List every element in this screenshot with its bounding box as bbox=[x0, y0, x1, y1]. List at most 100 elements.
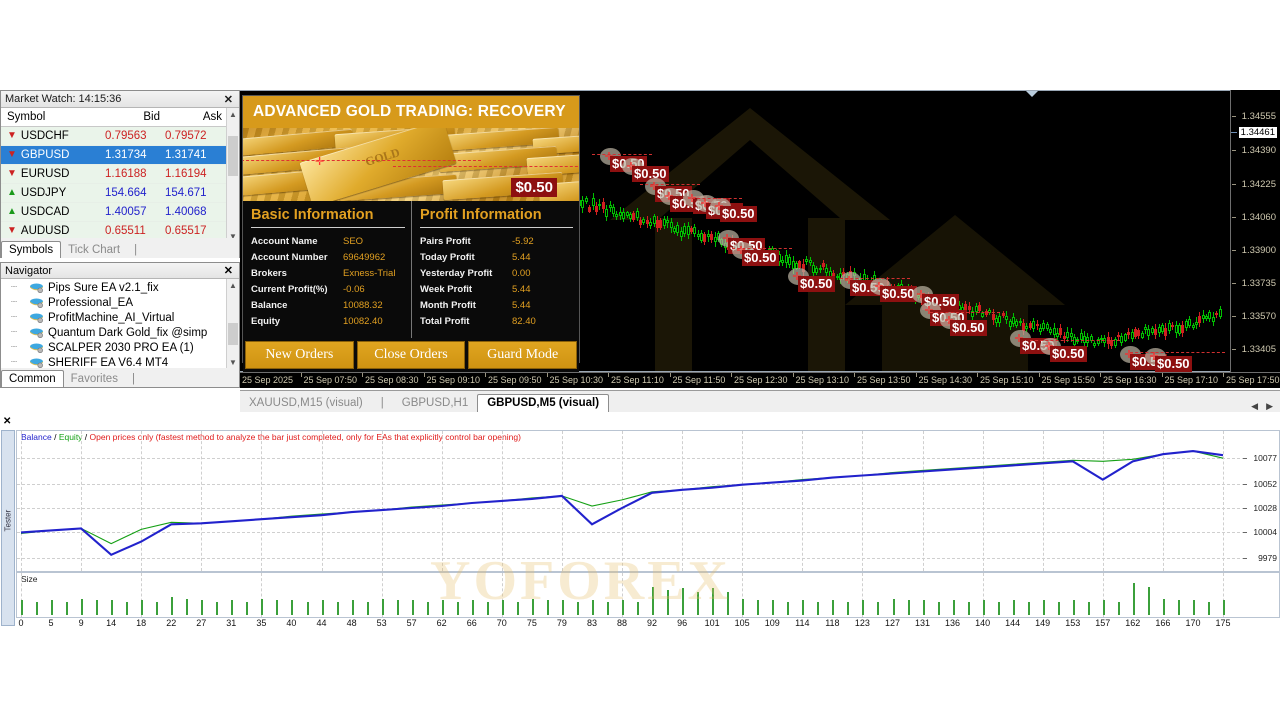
scroll-down-icon[interactable]: ▼ bbox=[229, 358, 237, 367]
size-bar bbox=[1102, 600, 1105, 615]
size-bar bbox=[997, 601, 1000, 615]
ea-action-buttons: New Orders Close Orders Guard Mode bbox=[243, 338, 579, 372]
navigator-item-label: ProfitMachine_AI_Virtual bbox=[48, 311, 175, 324]
size-bar bbox=[967, 601, 970, 615]
tester-x-label: 27 bbox=[196, 618, 207, 628]
profit-info-value: 5.44 bbox=[512, 284, 531, 295]
size-bar bbox=[36, 601, 38, 615]
time-label: 25 Sep 2025 bbox=[242, 375, 294, 385]
tab-tick-chart[interactable]: Tick Chart bbox=[68, 244, 121, 256]
market-watch-titlebar: Market Watch: 14:15:36 ✕ bbox=[1, 91, 239, 108]
market-watch-row[interactable]: ▼ USDCHF 0.79563 0.79572 bbox=[1, 127, 239, 146]
navigator-scrollbar[interactable]: ▲ ▼ bbox=[226, 279, 239, 369]
time-tick bbox=[608, 373, 609, 377]
basic-info-row: Current Profit(%) -0.06 bbox=[251, 282, 411, 298]
current-price-line bbox=[1231, 132, 1237, 133]
market-watch-row[interactable]: ▲ USDCAD 1.40057 1.40068 bbox=[1, 203, 239, 222]
basic-info-value: -0.06 bbox=[343, 284, 365, 295]
time-scale[interactable]: 25 Sep 2025 25 Sep 07:50 25 Sep 08:30 25 Se… bbox=[240, 372, 1280, 388]
tester-x-label: 22 bbox=[166, 618, 177, 628]
navigator-item[interactable]: ┈ Pips Sure EA v2.1_fix bbox=[1, 280, 239, 295]
tester-x-label: 79 bbox=[556, 618, 567, 628]
column-header-ask[interactable]: Ask bbox=[202, 111, 222, 123]
navigator-item[interactable]: ┈ Quantum Dark Gold_fix @simp bbox=[1, 325, 239, 340]
price-tick bbox=[1232, 184, 1236, 185]
time-label: 25 Sep 11:10 bbox=[611, 375, 664, 385]
basic-info-key: Account Number bbox=[251, 252, 328, 263]
tab-xauusd-m15[interactable]: XAUUSD,M15 (visual) bbox=[249, 397, 363, 409]
bid-price: 1.31734 bbox=[105, 149, 147, 161]
tab-gbpusd-m5[interactable]: GBPUSD,M5 (visual) bbox=[477, 394, 610, 412]
column-header-bid[interactable]: Bid bbox=[143, 111, 160, 123]
order-arrow-icon: ✛ bbox=[1044, 341, 1054, 353]
close-icon[interactable]: ✕ bbox=[223, 265, 233, 277]
balance-equity-graph: Balance / Equity / Open prices only (fas… bbox=[16, 430, 1280, 572]
tester-x-label: 109 bbox=[764, 618, 780, 628]
ask-price: 1.31741 bbox=[165, 149, 207, 161]
price-scale[interactable]: 1.34555 1.34390 1.34225 1.34060 1.33900 1.337… bbox=[1230, 90, 1280, 388]
scroll-up-icon[interactable]: ▲ bbox=[229, 281, 237, 290]
market-watch-row[interactable]: ▲ USDJPY 154.664 154.671 bbox=[1, 184, 239, 203]
tab-common[interactable]: Common bbox=[1, 370, 64, 387]
size-bar bbox=[336, 601, 339, 615]
size-vgridline bbox=[1223, 573, 1224, 617]
tab-prev-icon[interactable]: ◀ bbox=[1251, 401, 1259, 411]
navigator-title: Navigator bbox=[5, 264, 53, 277]
navigator-item[interactable]: ┈ Professional_EA bbox=[1, 295, 239, 310]
banner-price-chip: $0.50 bbox=[511, 178, 557, 197]
size-bar bbox=[216, 601, 219, 615]
navigator-item[interactable]: ┈ ProfitMachine_AI_Virtual bbox=[1, 310, 239, 325]
close-icon[interactable]: ✕ bbox=[3, 416, 12, 427]
profit-info-heading: Profit Information bbox=[420, 207, 542, 223]
tab-favorites[interactable]: Favorites bbox=[70, 373, 118, 385]
chart-bottom-border bbox=[240, 371, 1230, 372]
graph-vgridline bbox=[561, 431, 563, 571]
size-bar bbox=[471, 600, 474, 615]
graph-vgridline bbox=[441, 431, 443, 571]
scroll-up-icon[interactable]: ▲ bbox=[229, 110, 237, 119]
order-arrow-icon: ✛ bbox=[736, 245, 746, 257]
tester-x-label: 70 bbox=[496, 618, 507, 628]
navigator-item[interactable]: ┈ SHERIFF EA V6.4 MT4 bbox=[1, 355, 239, 369]
scroll-down-icon[interactable]: ▼ bbox=[229, 232, 237, 241]
trade-level-line bbox=[1030, 340, 1120, 341]
symbol-name: GBPUSD bbox=[20, 149, 70, 161]
market-watch-row[interactable]: ▼ EURUSD 1.16188 1.16194 bbox=[1, 165, 239, 184]
size-bar bbox=[802, 600, 805, 615]
graph-vgridline bbox=[682, 431, 684, 571]
time-label: 25 Sep 12:30 bbox=[734, 375, 788, 385]
tab-symbols[interactable]: Symbols bbox=[1, 241, 62, 258]
tree-connector: ┈ bbox=[11, 282, 18, 293]
new-orders-button[interactable]: New Orders bbox=[245, 341, 354, 369]
tab-next-icon[interactable]: ▶ bbox=[1266, 401, 1273, 411]
size-vgridline bbox=[982, 573, 984, 617]
order-arrow-icon: ✛ bbox=[1149, 351, 1159, 363]
basic-information-column: Basic Information Account Name SEO Account… bbox=[243, 201, 411, 338]
tree-connector: ┈ bbox=[11, 357, 18, 368]
time-label: 25 Sep 09:50 bbox=[488, 375, 542, 385]
chart-top-border bbox=[240, 90, 1230, 91]
graph-hgridline bbox=[17, 532, 1245, 534]
time-tick bbox=[669, 373, 671, 377]
graph-vgridline bbox=[802, 431, 804, 571]
tab-gbpusd-h1[interactable]: GBPUSD,H1 bbox=[401, 397, 469, 409]
size-bar bbox=[892, 598, 895, 615]
basic-info-value: Exness-Trial bbox=[343, 268, 396, 279]
column-header-symbol[interactable]: Symbol bbox=[7, 111, 46, 123]
graph-y-tick bbox=[1243, 557, 1247, 559]
tester-x-label: 31 bbox=[226, 618, 237, 628]
tester-side-tab[interactable]: Tester bbox=[1, 430, 15, 626]
size-bar bbox=[126, 601, 129, 615]
navigator-item[interactable]: ┈ SCALPER 2030 PRO EA (1) bbox=[1, 340, 239, 355]
market-watch-row[interactable]: ▼ GBPUSD 1.31734 1.31741 bbox=[1, 146, 239, 165]
navigator-tree[interactable]: ┈ Pips Sure EA v2.1_fix ┈ Professional_EA ┈ P… bbox=[1, 279, 239, 369]
close-icon[interactable]: ✕ bbox=[223, 93, 233, 106]
scrollbar-thumb[interactable] bbox=[228, 323, 238, 345]
profit-info-row: Yesterday Profit 0.00 bbox=[420, 266, 579, 282]
market-watch-scrollbar[interactable]: ▲ ▼ bbox=[226, 108, 239, 243]
scrollbar-thumb[interactable] bbox=[228, 136, 238, 176]
graph-vgridline bbox=[1162, 431, 1164, 571]
close-orders-button[interactable]: Close Orders bbox=[356, 341, 466, 369]
guard-mode-button[interactable]: Guard Mode bbox=[468, 341, 578, 369]
legend-sep-2: / bbox=[82, 432, 90, 442]
